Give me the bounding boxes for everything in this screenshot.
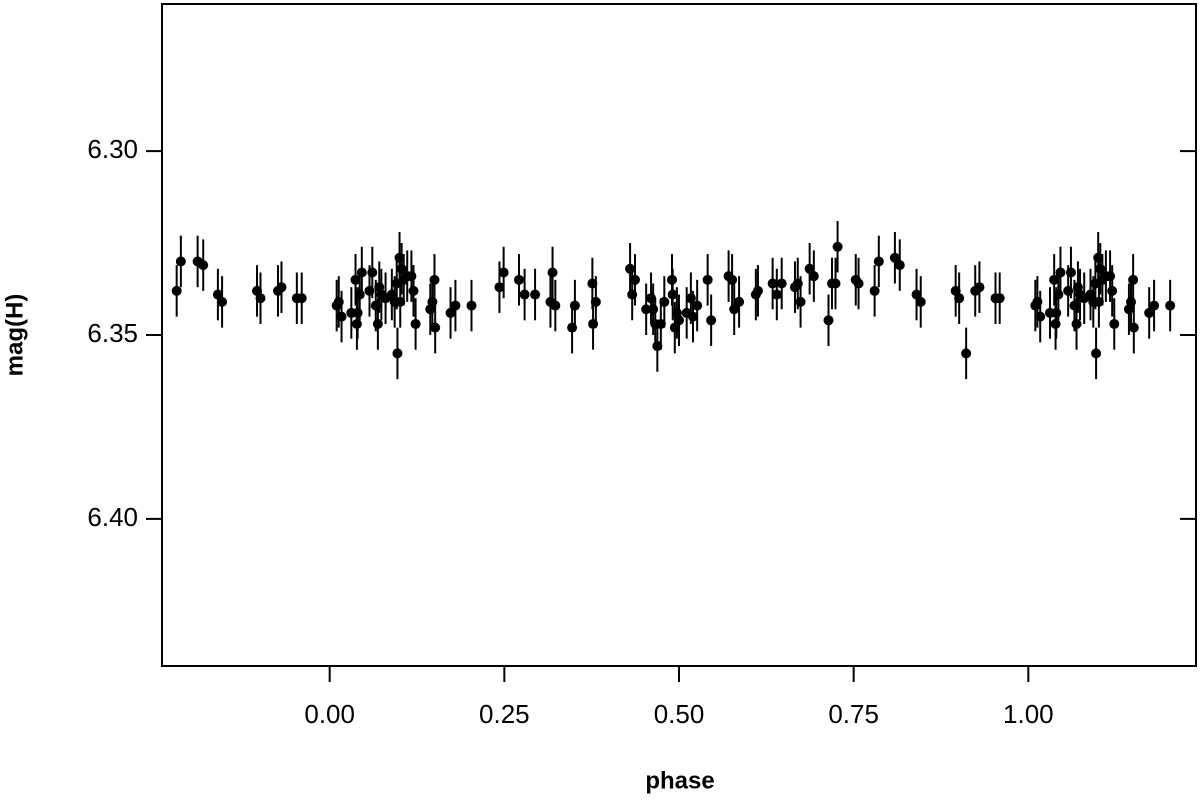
point — [767, 278, 778, 289]
point — [1165, 300, 1176, 311]
point — [255, 293, 266, 304]
point — [550, 300, 561, 311]
point — [547, 267, 558, 278]
point — [296, 293, 307, 304]
y-tick-label: 6.30 — [87, 134, 138, 164]
point — [1109, 318, 1120, 329]
point — [1144, 307, 1155, 318]
point — [776, 278, 787, 289]
point — [590, 296, 601, 307]
point — [1051, 307, 1062, 318]
point — [356, 267, 367, 278]
point — [667, 289, 678, 300]
point — [372, 318, 383, 329]
point — [808, 271, 819, 282]
point — [430, 322, 441, 333]
point — [1049, 274, 1060, 285]
point — [1035, 311, 1046, 322]
point — [994, 293, 1005, 304]
point — [352, 307, 363, 318]
point — [1053, 289, 1064, 300]
point — [648, 304, 659, 315]
point — [954, 293, 965, 304]
y-tick-label: 6.40 — [87, 502, 138, 532]
x-tick-label: 0.00 — [304, 699, 355, 729]
point — [1149, 300, 1160, 311]
point — [450, 300, 461, 311]
point — [392, 348, 403, 359]
point — [830, 278, 841, 289]
point — [1065, 267, 1076, 278]
point — [466, 300, 477, 311]
point — [1105, 271, 1116, 282]
point — [429, 274, 440, 285]
point — [795, 296, 806, 307]
point — [869, 285, 880, 296]
x-tick-label: 0.50 — [654, 699, 705, 729]
x-tick-label: 0.75 — [828, 699, 879, 729]
point — [873, 256, 884, 267]
point — [823, 315, 834, 326]
point — [336, 311, 347, 322]
point — [915, 296, 926, 307]
point — [410, 318, 421, 329]
point — [727, 274, 738, 285]
point — [853, 278, 864, 289]
point — [729, 304, 740, 315]
point — [354, 289, 365, 300]
point — [1128, 274, 1139, 285]
point — [911, 289, 922, 300]
point — [889, 252, 900, 263]
point — [498, 267, 509, 278]
point — [687, 311, 698, 322]
point — [350, 274, 361, 285]
point — [974, 282, 985, 293]
point — [832, 241, 843, 252]
point — [706, 315, 717, 326]
point — [212, 289, 223, 300]
point — [171, 285, 182, 296]
point — [367, 267, 378, 278]
y-tick-label: 6.35 — [87, 318, 138, 348]
point — [217, 296, 228, 307]
point — [752, 285, 763, 296]
point — [629, 274, 640, 285]
point — [569, 300, 580, 311]
point — [175, 256, 186, 267]
point — [406, 271, 417, 282]
point — [530, 289, 541, 300]
point — [494, 282, 505, 293]
point — [804, 263, 815, 274]
point — [641, 304, 652, 315]
point — [692, 300, 703, 311]
y-axis-label: mag(H) — [1, 294, 28, 377]
point — [1107, 285, 1118, 296]
point — [894, 260, 905, 271]
point — [961, 348, 972, 359]
point — [659, 296, 670, 307]
point — [734, 296, 745, 307]
x-tick-label: 0.25 — [479, 699, 530, 729]
point — [1128, 322, 1139, 333]
point — [514, 274, 525, 285]
point — [1091, 348, 1102, 359]
point — [771, 289, 782, 300]
x-axis-label: phase — [645, 767, 714, 794]
point — [1055, 267, 1066, 278]
point — [198, 260, 209, 271]
point — [674, 315, 684, 326]
point — [519, 289, 530, 300]
point — [625, 263, 636, 274]
point — [1071, 318, 1082, 329]
point — [408, 285, 419, 296]
point — [702, 274, 713, 285]
point — [445, 307, 456, 318]
point — [276, 282, 287, 293]
x-tick-label: 1.00 — [1003, 699, 1054, 729]
